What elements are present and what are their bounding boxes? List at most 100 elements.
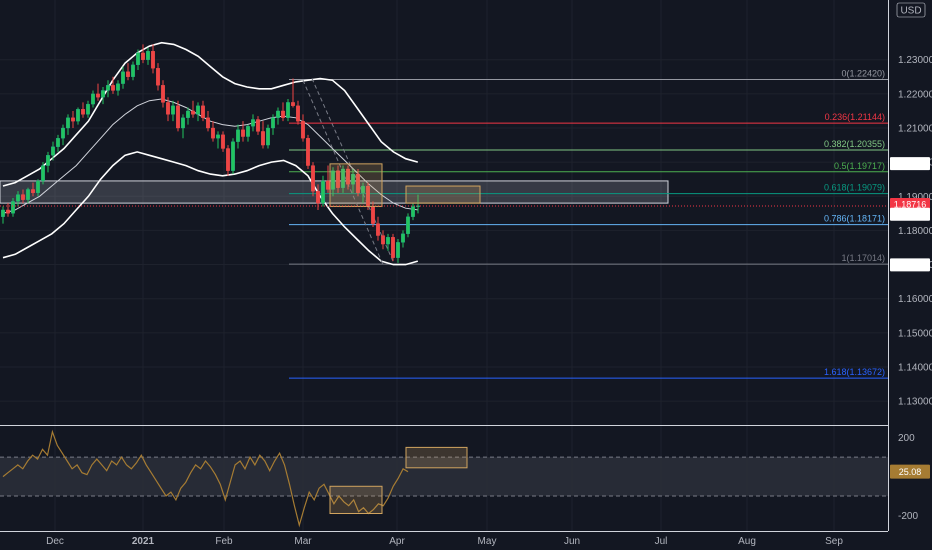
candle-body [51,146,55,156]
candle [76,107,80,125]
candle-body [331,170,335,190]
candle [391,233,395,262]
candle-body [11,201,15,214]
price-tag: 1.19955 [890,157,930,171]
consolidation-box [329,163,383,208]
candle-body [111,85,115,91]
candle [56,134,60,152]
candle-body [81,109,85,115]
candle [356,168,360,197]
candle [131,61,135,81]
candle [161,80,165,108]
time-tick-label: Feb [215,536,233,547]
cci-tick-label: 200 [898,433,915,444]
candle [66,114,70,135]
candle-body [91,93,95,105]
candle-body [291,102,295,106]
time-tick-label: Sep [825,536,843,547]
candle [386,233,390,251]
candle-body [161,85,165,103]
candle-body [191,110,195,115]
price-tag: 1.16990 [890,258,930,272]
candle-body [121,71,125,84]
candle [11,197,15,217]
candle [121,66,125,89]
fib-level-label: 0.382(1.20355) [824,139,885,149]
candle [226,145,230,176]
candle [106,80,110,98]
candle [201,100,205,122]
candle-body [346,168,350,185]
candle-body [246,126,250,137]
price-tick-label: 1.16000 [898,294,932,305]
candle [156,63,160,91]
candle-body [206,117,210,129]
candle [361,182,365,204]
fib-level-label: 0(1.22420) [841,69,885,79]
price-tag: 1.18472 [890,207,930,221]
price-tick-label: 1.22000 [898,89,932,100]
candle-body [356,173,360,194]
candle-body [211,127,215,139]
candle-body [106,85,110,91]
candle [186,107,190,125]
candle [81,102,85,118]
fib-level-label: 1(1.17014) [841,253,885,263]
candle [301,114,305,142]
candle [381,230,385,250]
candle-body [16,194,20,202]
candle-body [6,209,10,214]
candle [376,216,380,241]
time-tick-label: Apr [389,536,405,547]
price-tick-label: 1.13000 [898,397,932,408]
candle [111,76,115,94]
candle-body [221,134,225,149]
candle-body [216,134,220,139]
candle [16,191,20,207]
candle-body [196,105,200,115]
candle-body [76,109,80,122]
price-tags: 1.199551.1871622:22:281.184721.1699025.0… [890,157,930,479]
candle-body [166,102,170,115]
candle [331,167,335,197]
candle-body [41,165,45,182]
price-tag-value: 1.16990 [894,260,927,270]
candle [406,213,410,238]
candle-body [401,233,405,243]
candle-body [411,206,415,217]
price-pane[interactable]: 0(1.22420) 0.236(1.21144) 0.382(1.20355) 0.… [0,0,888,531]
candle-body [341,168,345,188]
price-tick-label: 1.15000 [898,328,932,339]
candle [151,44,155,74]
candle [101,87,105,105]
candle [246,124,250,142]
candle-body [361,185,365,194]
price-tag-bg [890,157,930,171]
candle [41,162,45,185]
fib-level-label: 0.236(1.21144) [825,112,885,122]
candle [251,114,255,132]
candle-body [231,141,235,171]
fib-level-label: 1.618(1.13672) [824,367,885,377]
candle-body [336,170,340,188]
candle [236,124,240,149]
candle [171,100,175,122]
candle [296,100,300,125]
candle [241,121,245,142]
candle [126,63,130,81]
candle [146,47,150,65]
candle-body [261,131,265,146]
price-tag-value: 1.19955 [894,159,927,169]
cci-pane[interactable] [0,425,888,528]
candle-body [116,83,120,91]
candle [36,179,40,197]
candle [116,80,120,96]
currency-badge [896,2,926,18]
cci-value-tag: 25.08 [890,464,930,479]
bollinger-upper-line [2,41,419,187]
cci-band [0,457,888,496]
candle-body [256,119,260,132]
candle [351,168,355,193]
cci-box-high [405,446,468,469]
candle [6,203,10,217]
